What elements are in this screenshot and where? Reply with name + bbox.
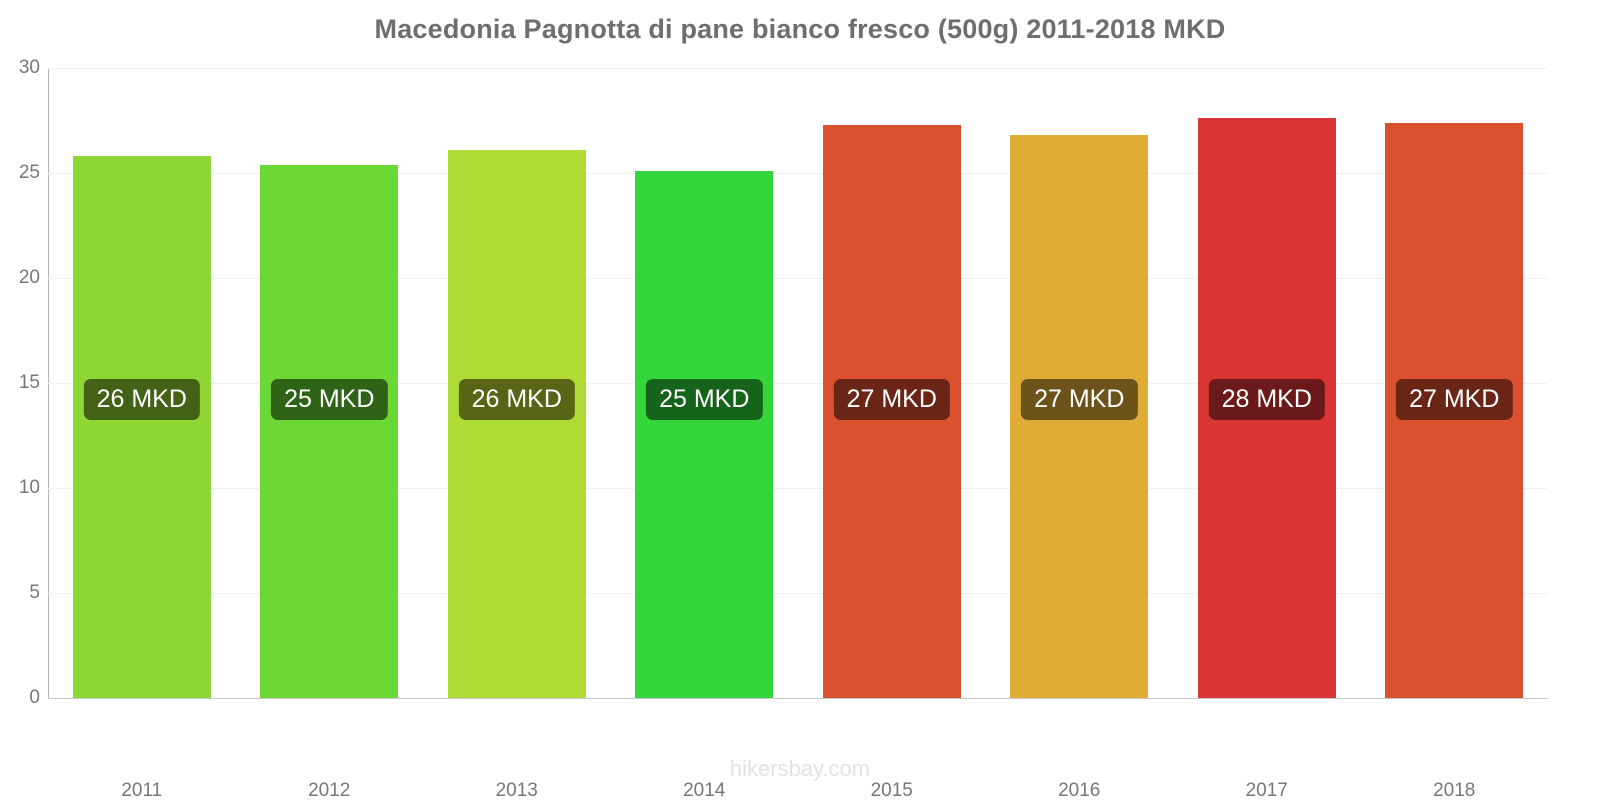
gridline — [48, 383, 1548, 384]
bar[interactable]: 26 MKD — [72, 156, 211, 698]
x-axis-tick-label: 2011 — [121, 780, 163, 801]
x-axis-tick-label: 2013 — [495, 780, 538, 801]
gridline — [48, 593, 1548, 594]
bars-group: 26 MKD 25 MKD 26 MKD 25 MKD 27 MKD 27 MKD 28 M… — [48, 68, 1548, 698]
chart-title: Macedonia Pagnotta di pane bianco fresco… — [374, 14, 1226, 44]
y-axis-tick-label: 5 — [29, 582, 40, 603]
x-axis-tick-label: 2016 — [1058, 780, 1101, 801]
bar-value-label: 25 MKD — [271, 378, 388, 421]
bar-value-label: 27 MKD — [1021, 378, 1138, 421]
y-axis-tick-label: 0 — [29, 687, 40, 708]
bar[interactable]: 27 MKD — [1010, 135, 1149, 698]
gridline — [48, 173, 1548, 174]
bar[interactable]: 28 MKD — [1197, 118, 1336, 698]
bar[interactable]: 27 MKD — [1385, 122, 1524, 698]
y-axis-tick-label: 15 — [18, 372, 40, 393]
bar-value-label: 25 MKD — [646, 378, 763, 421]
y-axis-tick-label: 20 — [18, 267, 40, 288]
gridline — [48, 68, 1548, 69]
plot-area: 0 5 10 15 20 25 30 26 MKD 25 MKD 26 MKD 25 MKD 27 … — [19, 57, 1548, 801]
bar-value-label: 26 MKD — [83, 378, 200, 421]
bar-value-label: 27 MKD — [1396, 378, 1513, 421]
x-axis-tick-label: 2014 — [683, 780, 726, 801]
bar[interactable]: 27 MKD — [822, 124, 961, 698]
x-axis-tick-label: 2018 — [1433, 780, 1476, 801]
x-axis-tick-label: 2015 — [870, 780, 913, 801]
x-axis-tick-label: 2017 — [1245, 780, 1288, 801]
gridline — [48, 488, 1548, 489]
gridline — [48, 698, 1548, 699]
bar[interactable]: 25 MKD — [260, 164, 399, 698]
y-axis-tick-label: 30 — [18, 57, 40, 78]
bar-value-label: 27 MKD — [833, 378, 950, 421]
x-axis-tick-label: 2012 — [308, 780, 351, 801]
bar-value-label: 26 MKD — [458, 378, 575, 421]
bar[interactable]: 26 MKD — [447, 149, 586, 698]
footer-credit: hikersbay.com — [729, 756, 871, 781]
gridline — [48, 278, 1548, 279]
bar-value-label: 28 MKD — [1208, 378, 1325, 421]
y-axis-tick-label: 25 — [18, 162, 40, 183]
y-axis-tick-label: 10 — [18, 477, 40, 498]
bar[interactable]: 25 MKD — [635, 170, 774, 698]
